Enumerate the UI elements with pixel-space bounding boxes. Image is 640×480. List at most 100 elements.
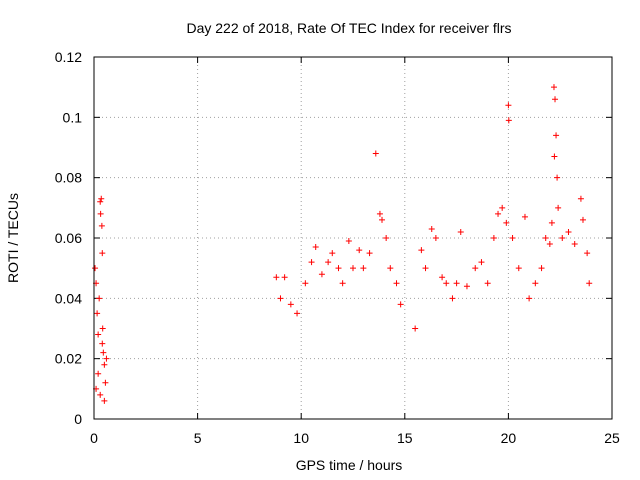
data-point: [571, 241, 578, 248]
data-point: [393, 280, 400, 287]
data-point: [397, 301, 404, 308]
data-point: [503, 219, 510, 226]
data-point: [92, 265, 99, 272]
y-tick-label: 0.1: [63, 109, 83, 125]
data-point: [552, 96, 559, 103]
data-point: [366, 250, 373, 257]
data-point: [505, 117, 512, 124]
data-points: [92, 84, 593, 404]
data-point: [555, 204, 562, 211]
x-tick-label: 0: [90, 430, 98, 446]
data-point: [532, 280, 539, 287]
data-point: [97, 391, 104, 398]
data-point: [308, 259, 315, 266]
data-point: [329, 250, 336, 257]
data-point: [98, 195, 105, 202]
data-point: [553, 132, 560, 139]
data-point: [453, 280, 460, 287]
data-point: [472, 265, 479, 272]
data-point: [542, 235, 549, 241]
data-point: [294, 310, 301, 317]
data-point: [383, 235, 390, 241]
data-point: [95, 370, 102, 377]
data-point: [412, 325, 419, 332]
data-point: [101, 361, 108, 368]
data-point: [550, 84, 557, 91]
data-point: [98, 222, 105, 229]
y-tick-label: 0.06: [55, 230, 82, 246]
x-tick-label: 15: [397, 430, 413, 446]
data-point: [584, 250, 591, 257]
data-point: [449, 295, 456, 302]
data-point: [443, 280, 450, 287]
data-point: [554, 174, 561, 181]
data-point: [538, 265, 545, 272]
data-point: [335, 265, 342, 272]
data-point: [350, 265, 356, 272]
axis-ticks: 0 5 10 15 20 25 0 0.02 0.04 0.06 0.08 0.1 0.12: [55, 49, 620, 446]
data-point: [432, 235, 439, 241]
data-point: [95, 331, 102, 338]
y-tick-label: 0.04: [55, 290, 82, 306]
y-tick-label: 0.08: [55, 170, 82, 186]
data-point: [277, 295, 284, 302]
data-point: [439, 274, 446, 281]
data-point: [379, 216, 386, 223]
data-point: [101, 397, 108, 404]
data-point: [478, 259, 485, 266]
data-point: [565, 228, 572, 235]
data-point: [418, 247, 425, 254]
plot-frame: [93, 56, 613, 420]
data-point: [360, 265, 367, 272]
y-tick-label: 0.02: [55, 351, 82, 367]
data-point: [302, 280, 309, 287]
x-axis-label: GPS time / hours: [296, 457, 403, 473]
data-point: [521, 213, 528, 220]
data-point: [546, 241, 553, 248]
data-point: [428, 225, 435, 232]
data-point: [559, 235, 566, 241]
data-point: [526, 295, 533, 302]
data-point: [273, 274, 280, 281]
x-tick-label: 5: [194, 430, 202, 446]
data-point: [376, 210, 383, 217]
y-tick-label: 0.12: [55, 49, 82, 65]
data-point: [99, 325, 106, 332]
x-tick-label: 10: [293, 430, 309, 446]
grid-lines: [94, 57, 612, 419]
data-point: [339, 280, 346, 287]
data-point: [457, 228, 464, 235]
data-point: [372, 150, 379, 157]
data-point: [312, 244, 319, 251]
data-point: [99, 250, 106, 257]
data-point: [345, 238, 352, 245]
data-point: [100, 349, 107, 356]
data-point: [490, 235, 497, 241]
y-axis-label: ROTI / TECUs: [5, 193, 21, 283]
data-point: [551, 153, 558, 160]
data-point: [97, 198, 104, 205]
data-point: [325, 259, 332, 266]
data-point: [463, 283, 470, 290]
data-point: [387, 265, 394, 272]
x-tick-label: 20: [501, 430, 517, 446]
data-point: [509, 235, 516, 241]
data-point: [499, 204, 506, 211]
data-point: [577, 195, 584, 202]
data-point: [495, 210, 502, 217]
data-point: [99, 340, 106, 347]
data-point: [548, 219, 555, 226]
data-point: [422, 265, 429, 272]
data-point: [505, 102, 512, 109]
data-point: [318, 271, 325, 278]
chart-title: Day 222 of 2018, Rate Of TEC Index for r…: [186, 20, 511, 36]
data-point: [579, 216, 586, 223]
data-point: [281, 274, 288, 281]
data-point: [586, 280, 593, 287]
y-tick-label: 0: [74, 411, 82, 427]
data-point: [484, 280, 491, 287]
data-point: [356, 247, 363, 254]
data-point: [97, 210, 104, 217]
data-point: [515, 265, 522, 272]
